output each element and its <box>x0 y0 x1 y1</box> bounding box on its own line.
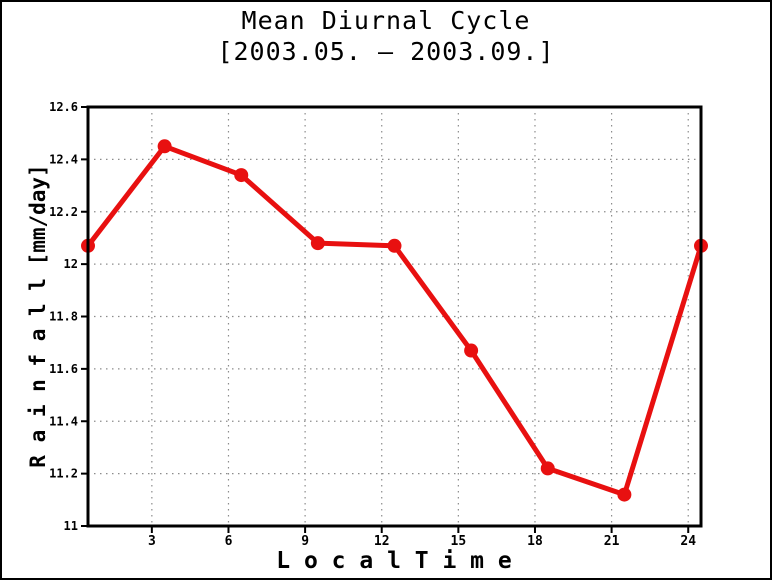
x-tick-label: 12 <box>374 534 390 549</box>
x-tick-label: 18 <box>527 534 543 549</box>
plot-frame <box>86 105 703 528</box>
y-tick-label: 11.6 <box>49 362 78 376</box>
x-tick-label: 15 <box>451 534 467 549</box>
y-tick-label: 11.2 <box>49 467 78 481</box>
title-block: Mean Diurnal Cycle [2003.05. — 2003.09.] <box>2 5 770 67</box>
y-tick-label: 11 <box>64 519 78 533</box>
data-point-marker <box>540 461 555 476</box>
y-tick-label: 12 <box>64 257 78 271</box>
x-tick-label: 24 <box>680 534 696 549</box>
data-point-marker <box>617 487 632 502</box>
data-point-marker <box>387 238 402 253</box>
y-tick-label: 11.4 <box>49 414 78 428</box>
y-tick-label: 12.2 <box>49 205 78 219</box>
chart-subtitle: [2003.05. — 2003.09.] <box>217 37 555 66</box>
data-point-marker <box>234 168 249 183</box>
data-point-marker <box>464 343 479 358</box>
data-point-marker <box>157 139 172 154</box>
y-axis-label: R a i n f a l l [mm/day] <box>26 164 50 468</box>
x-tick-label: 3 <box>148 534 156 549</box>
chart-title: Mean Diurnal Cycle <box>241 6 531 35</box>
y-tick-label: 11.8 <box>49 310 78 324</box>
x-tick-label: 6 <box>225 534 233 549</box>
rainfall-line <box>85 143 704 498</box>
y-tick-label: 12.4 <box>49 152 78 166</box>
y-tick-label: 12.6 <box>49 100 78 114</box>
x-tick-label: 9 <box>301 534 309 549</box>
x-tick-label: 21 <box>604 534 620 549</box>
x-axis-label: L o c a l T i m e <box>276 548 512 574</box>
data-point-marker <box>310 236 325 251</box>
